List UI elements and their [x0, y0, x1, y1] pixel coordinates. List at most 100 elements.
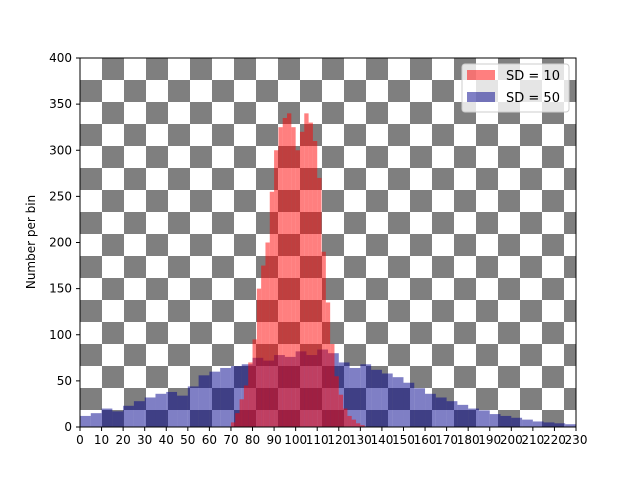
histogram-bar [261, 265, 266, 427]
histogram-bar [230, 422, 236, 427]
histogram-bar [343, 408, 348, 427]
histogram-bar [209, 371, 221, 427]
histogram-bar [360, 425, 365, 427]
histogram-bar [565, 424, 576, 427]
y-axis-label: Number per bin [24, 195, 38, 289]
x-tick-label: 30 [137, 433, 152, 447]
x-tick-label: 160 [414, 433, 437, 447]
histogram-bar [248, 362, 253, 427]
x-tick-label: 20 [115, 433, 130, 447]
histogram-bar [489, 414, 501, 427]
histogram-bar [308, 122, 313, 427]
histogram-bar [532, 421, 544, 427]
histogram-bar [243, 385, 249, 427]
histogram-bar [338, 362, 350, 427]
histogram-bar [360, 364, 372, 427]
histogram-bar [356, 423, 361, 427]
histogram-bar [187, 386, 199, 427]
y-tick-label: 0 [64, 420, 72, 434]
x-tick-label: 70 [223, 433, 238, 447]
x-tick-label: 40 [159, 433, 174, 447]
histogram-bar [511, 417, 523, 427]
x-tick-label: 100 [284, 433, 307, 447]
y-tick-label: 200 [49, 236, 72, 250]
histogram-bar [112, 411, 124, 427]
x-tick-label: 140 [370, 433, 393, 447]
histogram-bar [478, 410, 490, 427]
histogram-bar [220, 367, 231, 427]
x-tick-label: 190 [478, 433, 501, 447]
x-tick-label: 110 [306, 433, 329, 447]
y-tick-label: 100 [49, 328, 72, 342]
y-tick-label: 250 [49, 189, 72, 203]
histogram-bar [304, 113, 309, 427]
histogram-bar [446, 401, 458, 427]
histogram-bar [287, 113, 292, 427]
x-axis: 0 10 20 30 40 50 60 70 80 90 100110120130140150160… [76, 427, 587, 447]
x-tick-label: 150 [392, 433, 415, 447]
x-tick-label: 0 [76, 433, 84, 447]
legend-label: SD = 10 [506, 69, 560, 84]
histogram-bar [230, 366, 242, 427]
histogram-bar [330, 343, 335, 427]
histogram-bar [256, 288, 262, 427]
x-tick-label: 10 [94, 433, 109, 447]
x-tick-label: 60 [202, 433, 217, 447]
histogram-bar [312, 141, 318, 427]
histogram-bar [347, 415, 352, 427]
legend-swatch [467, 92, 495, 102]
histogram-bar [269, 191, 275, 427]
histogram-bar [90, 413, 102, 427]
legend-label: SD = 50 [506, 91, 560, 106]
histogram-bar [425, 393, 436, 427]
y-tick-label: 50 [57, 374, 72, 388]
histogram-bar [403, 382, 415, 427]
x-tick-label: 50 [180, 433, 195, 447]
histogram-bar [321, 251, 326, 427]
y-axis: 0 50 100 150 200 250 300 350 400 [49, 51, 80, 434]
y-tick-label: 150 [49, 282, 72, 296]
x-tick-label: 230 [565, 433, 588, 447]
x-tick-label: 200 [500, 433, 523, 447]
histogram-bar [239, 399, 244, 427]
histogram-bar [351, 419, 357, 427]
x-tick-label: 120 [327, 433, 350, 447]
histogram-bar [295, 150, 300, 427]
histogram-bar [414, 388, 426, 427]
legend: SD = 10 SD = 50 [461, 63, 570, 113]
x-tick-label: 180 [457, 433, 480, 447]
histogram-bar [392, 377, 404, 427]
histogram-bar [235, 413, 240, 427]
histogram-bar [166, 391, 178, 427]
x-tick-label: 220 [543, 433, 566, 447]
histogram-bar [155, 393, 167, 427]
histogram-bar [500, 415, 512, 427]
series-1 [230, 113, 365, 427]
histogram-bar [177, 395, 188, 427]
x-tick-label: 210 [521, 433, 544, 447]
histogram-bar [291, 127, 296, 427]
histogram-bar [144, 397, 156, 427]
x-tick-label: 170 [435, 433, 458, 447]
histogram-bar [101, 408, 113, 427]
histogram-bar [435, 397, 447, 427]
histogram-bar [468, 408, 479, 427]
legend-swatch [467, 70, 495, 80]
histogram-bar [457, 404, 469, 427]
histogram-bar [198, 375, 210, 427]
histogram-bar [522, 419, 533, 427]
y-tick-label: 400 [49, 51, 72, 65]
histogram-bar [317, 177, 322, 427]
x-tick-label: 130 [349, 433, 372, 447]
histogram-bar [133, 401, 145, 427]
histogram-bar [282, 117, 288, 427]
bars-group [80, 113, 576, 427]
histogram-bar [381, 373, 393, 427]
histogram-bar [338, 394, 344, 427]
x-tick-label: 90 [266, 433, 281, 447]
histogram-bar [274, 150, 279, 427]
histogram-bar [543, 422, 555, 427]
histogram-bar [299, 131, 305, 427]
histogram-bar [80, 415, 91, 427]
histogram-bar [265, 242, 270, 427]
